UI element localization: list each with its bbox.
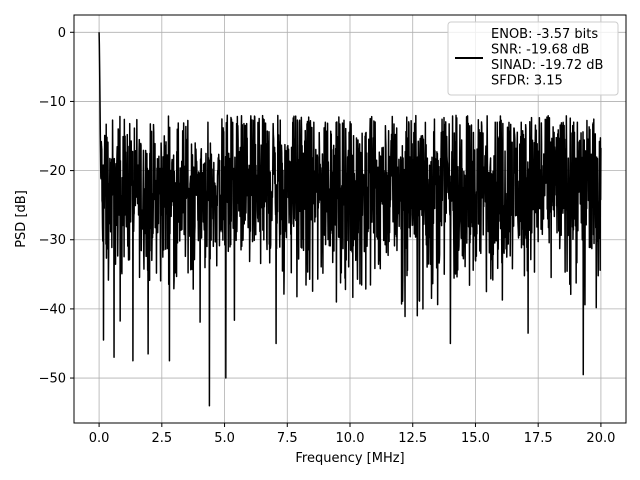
y-tick-label: −10 xyxy=(39,95,66,110)
y-tick-label: −40 xyxy=(39,302,66,317)
x-tick-label: 15.0 xyxy=(461,431,490,446)
plot-frame xyxy=(73,14,627,424)
legend-entry-label: ENOB: -3.57 bits SNR: -19.68 dB SINAD: -19… xyxy=(491,27,603,89)
x-axis-label: Frequency [MHz] xyxy=(295,451,404,466)
x-tick-label: 7.5 xyxy=(277,431,298,446)
x-tick-label: 10.0 xyxy=(336,431,365,446)
y-tick-label: −50 xyxy=(39,372,66,387)
legend-line-2: SNR: -19.68 dB xyxy=(491,43,589,58)
x-tick-label: 0.0 xyxy=(89,431,110,446)
psd-series-line xyxy=(98,32,602,407)
y-axis-label: PSD [dB] xyxy=(14,190,29,248)
legend-line-1: ENOB: -3.57 bits xyxy=(491,27,598,42)
y-tick-label: −20 xyxy=(39,164,66,179)
legend-line-3: SINAD: -19.72 dB xyxy=(491,58,603,73)
axis-ticks: 0.0 2.5 5.0 7.5 10.0 12.5 15.0 17.5 20.0 0 −10 −20 −… xyxy=(39,26,616,446)
x-tick-label: 12.5 xyxy=(398,431,427,446)
legend: ENOB: -3.57 bits SNR: -19.68 dB SINAD: -19… xyxy=(447,21,619,96)
legend-box xyxy=(447,21,619,96)
y-tick-label: −30 xyxy=(39,233,66,248)
x-tick-label: 20.0 xyxy=(586,431,615,446)
y-tick-label: 0 xyxy=(58,26,66,41)
x-tick-label: 17.5 xyxy=(524,431,553,446)
legend-line-4: SFDR: 3.15 xyxy=(491,74,563,89)
x-tick-label: 5.0 xyxy=(214,431,235,446)
x-tick-label: 2.5 xyxy=(151,431,172,446)
